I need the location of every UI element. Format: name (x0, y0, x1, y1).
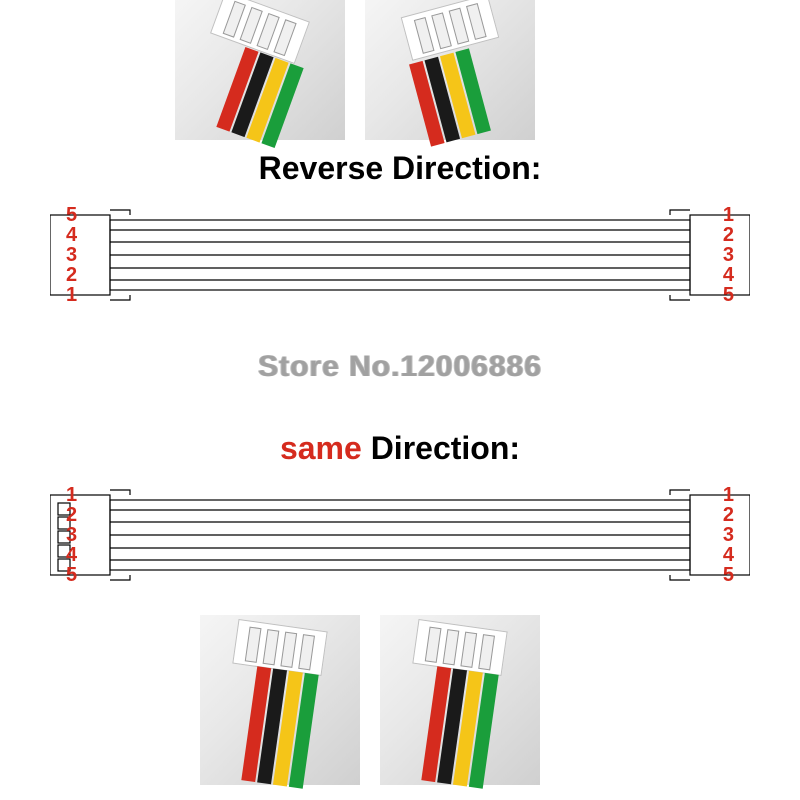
wires (409, 48, 491, 146)
reverse-title-text: Reverse Direction: (259, 150, 542, 186)
pin-label: 3 (66, 525, 77, 545)
wires (421, 666, 498, 789)
connector-photo-top-left (175, 0, 345, 140)
pin-label: 5 (66, 205, 77, 225)
reverse-cable-svg (50, 195, 750, 315)
pin-label: 1 (723, 485, 734, 505)
pin-label: 4 (66, 225, 77, 245)
same-cable-svg (50, 475, 750, 595)
same-accent-word: same (280, 430, 362, 466)
pin-label: 1 (66, 485, 77, 505)
pin-label: 5 (723, 285, 734, 305)
pin-label: 5 (66, 565, 77, 585)
pin-label: 4 (723, 265, 734, 285)
same-left-pins: 1 2 3 4 5 (66, 485, 77, 585)
connector-photo-bottom-right (380, 615, 540, 785)
pin-label: 1 (723, 205, 734, 225)
reverse-diagram: 5 4 3 2 1 1 2 3 4 5 (50, 195, 750, 315)
pin-label: 2 (723, 225, 734, 245)
pin-label: 1 (66, 285, 77, 305)
connector-housing (401, 0, 500, 61)
connector-photo-bottom-left (200, 615, 360, 785)
connector-pins (411, 2, 490, 54)
reverse-right-pins: 1 2 3 4 5 (723, 205, 734, 305)
connector-photo-top-right (365, 0, 535, 140)
pin-label: 3 (66, 245, 77, 265)
connector-housing (232, 619, 327, 676)
pin-label: 4 (66, 545, 77, 565)
pin-label: 3 (723, 525, 734, 545)
wires (241, 666, 318, 789)
same-right-pins: 1 2 3 4 5 (723, 485, 734, 585)
pin-label: 5 (723, 565, 734, 585)
same-rest: Direction: (362, 430, 520, 466)
pin-label: 2 (723, 505, 734, 525)
connector-pins (242, 626, 318, 671)
pin-label: 2 (66, 265, 77, 285)
reverse-left-pins: 5 4 3 2 1 (66, 205, 77, 305)
connector-pins (422, 626, 498, 671)
connector-housing (412, 619, 507, 676)
pin-label: 4 (723, 545, 734, 565)
pin-label: 3 (723, 245, 734, 265)
bottom-photo-row (200, 615, 540, 785)
same-diagram: 1 2 3 4 5 1 2 (50, 475, 750, 595)
watermark-text: Store No.12006886 (0, 350, 800, 384)
same-title: same Direction: (0, 430, 800, 467)
connector-pins (220, 0, 300, 57)
reverse-title: Reverse Direction: (0, 150, 800, 187)
top-photo-row (175, 0, 535, 140)
pin-label: 2 (66, 505, 77, 525)
